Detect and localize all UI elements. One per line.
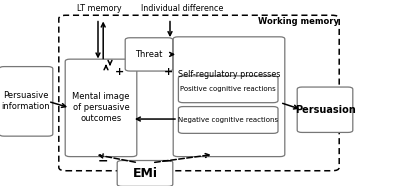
Text: Persuasive
information: Persuasive information	[2, 91, 50, 111]
Text: Positive cognitive reactions: Positive cognitive reactions	[180, 86, 276, 92]
Text: −: −	[162, 154, 172, 167]
Text: Mental image
of persuasive
outcomes: Mental image of persuasive outcomes	[72, 92, 130, 124]
FancyBboxPatch shape	[173, 37, 285, 157]
Text: Persuasion: Persuasion	[295, 105, 355, 115]
FancyBboxPatch shape	[117, 161, 173, 186]
FancyBboxPatch shape	[178, 76, 278, 103]
FancyBboxPatch shape	[178, 107, 278, 133]
Text: Working memory: Working memory	[258, 17, 338, 26]
Text: Self-regulatory processes: Self-regulatory processes	[178, 70, 280, 79]
Text: Threat: Threat	[135, 50, 163, 59]
Text: +: +	[164, 67, 174, 77]
FancyBboxPatch shape	[59, 15, 339, 171]
Text: −: −	[98, 154, 108, 167]
Text: +: +	[114, 67, 124, 77]
FancyBboxPatch shape	[125, 38, 173, 71]
Text: LT memory: LT memory	[77, 4, 122, 13]
Text: Negative cognitive reactions: Negative cognitive reactions	[178, 117, 278, 123]
FancyBboxPatch shape	[65, 59, 137, 157]
FancyBboxPatch shape	[297, 87, 353, 132]
FancyBboxPatch shape	[0, 67, 53, 136]
Text: Individual difference: Individual difference	[141, 4, 223, 13]
Text: EMi: EMi	[132, 167, 158, 180]
